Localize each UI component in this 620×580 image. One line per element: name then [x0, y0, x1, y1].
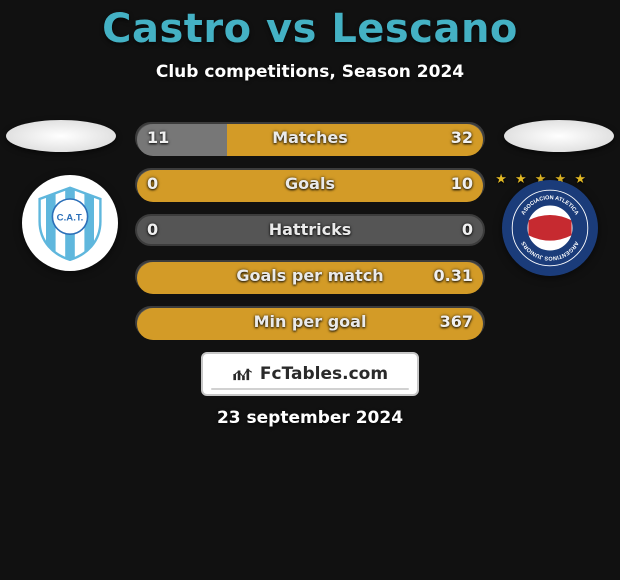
- attribution-box: FcTables.com: [201, 352, 419, 396]
- subtitle: Club competitions, Season 2024: [0, 62, 620, 82]
- stat-label: Goals per match: [135, 260, 485, 292]
- page-title: Castro vs Lescano: [0, 0, 620, 52]
- stat-label: Hattricks: [135, 214, 485, 246]
- stat-label: Goals: [135, 168, 485, 200]
- stat-row: 367Min per goal: [135, 306, 485, 338]
- stat-row: 0.31Goals per match: [135, 260, 485, 292]
- stat-row: 1132Matches: [135, 122, 485, 154]
- stat-row: 00Hattricks: [135, 214, 485, 246]
- player-right-photo-placeholder: [504, 120, 614, 152]
- team-badge-right: ASOCIACION ATLETICA ARGENTINOS JUNIORS: [502, 180, 598, 276]
- shield-icon: C.A.T.: [30, 183, 110, 263]
- svg-text:C.A.T.: C.A.T.: [57, 213, 84, 224]
- crest-icon: ASOCIACION ATLETICA ARGENTINOS JUNIORS: [505, 183, 595, 273]
- date-label: 23 september 2024: [0, 408, 620, 428]
- team-badge-left: C.A.T.: [22, 175, 118, 271]
- stat-label: Matches: [135, 122, 485, 154]
- player-left-photo-placeholder: [6, 120, 116, 152]
- divider: [211, 388, 409, 390]
- brand-label: FcTables.com: [260, 364, 388, 384]
- bar-chart-icon: [232, 367, 254, 381]
- stat-row: 010Goals: [135, 168, 485, 200]
- stats-bars: 1132Matches 010Goals 00Hattricks 0.31Goals …: [135, 122, 485, 352]
- stat-label: Min per goal: [135, 306, 485, 338]
